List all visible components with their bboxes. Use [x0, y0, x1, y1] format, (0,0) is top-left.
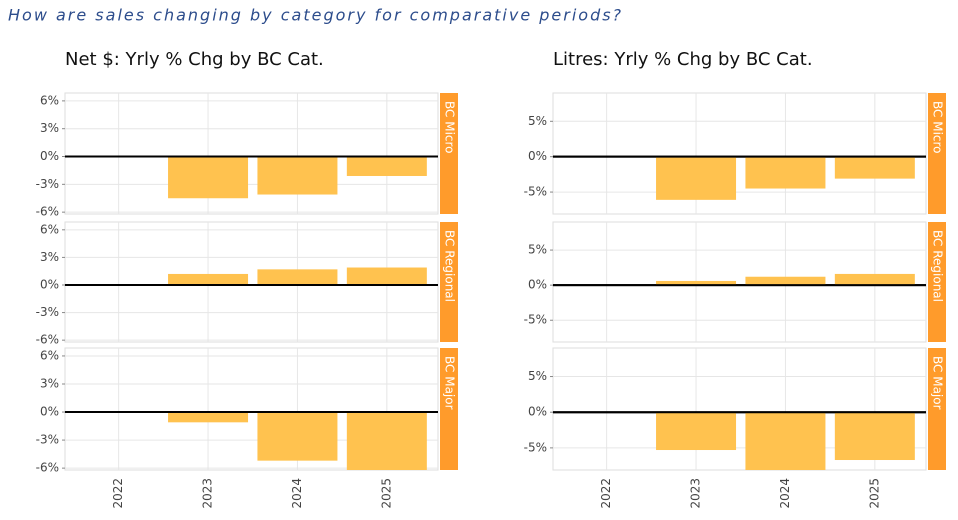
x-tick-label: 2025 — [379, 478, 393, 509]
bar — [168, 156, 249, 199]
chart-title: Litres: Yrly % Chg by BC Cat. — [553, 49, 813, 70]
bar — [168, 412, 249, 423]
x-tick-label: 2023 — [201, 478, 215, 509]
x-tick-label: 2022 — [111, 478, 125, 509]
bars — [168, 156, 427, 199]
facet-label: BC Major — [443, 356, 457, 410]
y-tick-label: -5% — [524, 313, 547, 327]
panel — [64, 92, 439, 215]
facet-label: BC Micro — [443, 101, 457, 154]
y-tick-label: 0% — [40, 149, 59, 163]
y-tick-label: 0% — [40, 405, 59, 419]
y-tick-label: 3% — [40, 121, 59, 135]
bar — [834, 273, 915, 286]
x-tick-label: 2022 — [599, 478, 613, 509]
y-tick-label: -3% — [36, 305, 59, 319]
y-tick-label: 3% — [40, 250, 59, 264]
bar — [257, 269, 338, 285]
bar — [346, 267, 427, 285]
y-tick-label: 0% — [40, 277, 59, 291]
bar — [346, 156, 427, 176]
y-tick-label: -3% — [36, 177, 59, 191]
facet-strip — [928, 93, 946, 214]
y-tick-label: 6% — [40, 93, 59, 107]
facet-label: BC Regional — [443, 230, 457, 302]
y-tick-label: -6% — [36, 205, 59, 219]
bar — [257, 156, 338, 195]
facet-strip — [440, 93, 458, 214]
facet-label: BC Major — [931, 356, 945, 410]
bars — [656, 156, 915, 200]
y-tick-label: -6% — [36, 333, 59, 347]
bar — [834, 156, 915, 179]
y-tick-label: -6% — [36, 461, 59, 475]
bar — [346, 412, 427, 470]
y-tick-label: 5% — [528, 114, 547, 128]
y-tick-label: 5% — [528, 369, 547, 383]
y-tick-label: 0% — [528, 405, 547, 419]
y-tick-label: 6% — [40, 348, 59, 362]
y-tick-label: 0% — [528, 278, 547, 292]
panel — [552, 92, 927, 215]
x-tick-label: 2023 — [689, 478, 703, 509]
x-tick-label: 2024 — [778, 478, 792, 509]
page-title: How are sales changing by category for c… — [8, 6, 623, 25]
bar — [656, 280, 737, 286]
y-tick-label: -3% — [36, 433, 59, 447]
y-tick-label: 0% — [528, 149, 547, 163]
y-tick-label: 6% — [40, 222, 59, 236]
bar — [168, 273, 249, 285]
facet-strip — [440, 222, 458, 342]
bars — [168, 267, 427, 285]
facet-label: BC Micro — [931, 101, 945, 154]
bar — [834, 412, 915, 461]
bar — [745, 156, 826, 189]
facet-strip — [928, 222, 946, 342]
bar — [745, 276, 826, 286]
y-tick-label: 3% — [40, 376, 59, 390]
bar — [745, 412, 826, 470]
facet-strip — [440, 348, 458, 470]
bars — [168, 412, 427, 470]
bar — [656, 156, 737, 200]
y-tick-label: -5% — [524, 440, 547, 454]
x-tick-label: 2025 — [867, 478, 881, 509]
y-tick-label: 5% — [528, 243, 547, 257]
facet-label: BC Regional — [931, 230, 945, 302]
chart-title: Net $: Yrly % Chg by BC Cat. — [65, 49, 324, 70]
x-tick-label: 2024 — [290, 478, 304, 509]
bar — [656, 412, 737, 451]
bars — [656, 273, 915, 286]
bars — [656, 412, 915, 470]
bar — [257, 412, 338, 461]
y-tick-label: -5% — [524, 185, 547, 199]
facet-strip — [928, 348, 946, 470]
